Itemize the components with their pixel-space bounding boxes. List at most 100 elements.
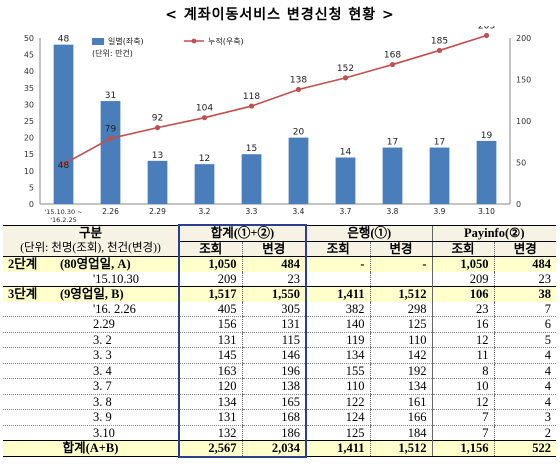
row-label: 3.10 — [3, 425, 179, 441]
row-label: 2.29 — [3, 316, 179, 333]
table-cell: 7 — [431, 425, 494, 441]
group-header-payinfo: Payinfo(②) — [431, 224, 556, 242]
table-cell: 12 — [431, 394, 494, 410]
subcol-inquiry: 조회 — [178, 241, 242, 257]
table-cell: 2 — [493, 425, 556, 441]
bar-daily — [100, 101, 121, 204]
table-cell: 168 — [241, 409, 307, 426]
line-point — [107, 135, 114, 142]
bar-daily — [476, 140, 497, 204]
table-cell: 184 — [369, 425, 432, 441]
table-cell: 12 — [431, 332, 494, 348]
bar-data-label: 48 — [58, 35, 70, 45]
unit-note-label: (단위: 만건) — [92, 48, 133, 58]
bar-daily — [53, 44, 74, 204]
bar-data-label: 13 — [152, 151, 163, 161]
table-cell: 7 — [431, 409, 494, 426]
table-cell: 23 — [493, 271, 556, 287]
table-body: 2단계 (80영업일, A) 1,050 484- -1,050 484'15.10.30… — [3, 256, 556, 458]
table-cell: 522 — [493, 440, 556, 457]
table-cell: 110 — [305, 378, 370, 395]
table-cell — [305, 271, 370, 287]
table-cell: 209 — [431, 271, 494, 287]
table-cell: 16 — [431, 316, 494, 333]
stage3-row: 3단계 (9영업일, B) 1,517 1,550 1,411 1,512 106 38 — [3, 286, 556, 302]
legend-label-line: 누적(우축) — [208, 36, 244, 46]
table-cell: 38 — [493, 286, 556, 302]
table-cell: 119 — [305, 332, 370, 348]
table-cell: 1,517 — [178, 286, 242, 302]
row-label: 합계(A+B) — [3, 440, 179, 457]
table-cell: 146 — [241, 347, 307, 364]
table-cell: 122 — [305, 394, 370, 410]
table-cell: 156 — [178, 316, 242, 333]
y-left-tick-label: 25 — [24, 117, 34, 126]
bar-daily — [429, 147, 450, 204]
table-row: 3. 7 120 138 110 134 10 4 — [3, 378, 556, 395]
table-cell: 110 — [369, 332, 432, 348]
table-cell: 134 — [178, 394, 242, 410]
total-row: 합계(A+B) 2,567 2,034 1,411 1,512 1,156 522 — [3, 440, 556, 458]
table-cell: 1,512 — [369, 286, 432, 302]
line-point — [154, 125, 161, 131]
table-cell: 305 — [241, 301, 307, 317]
table-cell: 163 — [178, 363, 242, 379]
table-cell: 1,050 — [431, 256, 494, 272]
table-cell: 6 — [493, 316, 556, 333]
bar-data-label: 31 — [105, 91, 116, 101]
header-row-1: 구분 합계(①+②) 은행(①) Payinfo(②) — [3, 224, 556, 242]
x-tick-label: 3.10 — [478, 207, 495, 216]
table-cell: 142 — [369, 347, 432, 364]
table-cell: 120 — [178, 378, 242, 395]
corner-header: 구분 — [3, 224, 179, 241]
x-tick-label: 2.26 — [102, 207, 119, 216]
subcol-change: 변경 — [369, 241, 432, 257]
bar-daily — [194, 164, 215, 204]
y-left-tick-label: 10 — [24, 167, 34, 176]
line-point — [60, 161, 67, 167]
group-header-bank: 은행(①) — [305, 224, 432, 242]
y-right-tick-label: 200 — [516, 34, 531, 43]
header-row-2: (단위: 천명(조회), 천건(변경)) 조회 변경 조회 변경 조회 변경 — [3, 241, 556, 257]
row-label: 3. 3 — [3, 347, 179, 364]
table-cell: 1,156 — [431, 440, 494, 457]
stage-label: 2단계 — [8, 257, 38, 271]
x-tick-label: 3.4 — [293, 207, 305, 216]
stage-sub-label: (9영업일, B) — [60, 287, 124, 301]
table-cell: 134 — [369, 378, 432, 395]
x-tick-label: 3.3 — [246, 207, 258, 216]
table-cell: 1,411 — [305, 440, 370, 457]
table-cell: 165 — [241, 394, 307, 410]
bar-data-label: 14 — [340, 148, 352, 158]
y-right-tick-label: 100 — [516, 117, 531, 126]
table-cell: 132 — [178, 425, 242, 441]
table-cell: 2,034 — [241, 440, 307, 458]
line-data-label: 92 — [152, 114, 163, 124]
table-cell: - — [305, 256, 370, 272]
y-right-tick-label: 150 — [516, 76, 531, 85]
table-cell: 5 — [493, 332, 556, 348]
table-cell: 131 — [178, 409, 242, 426]
bar-daily — [288, 137, 309, 204]
y-right-tick-label: 0 — [516, 200, 521, 209]
y-left-tick-label: 40 — [24, 67, 34, 76]
y-left-tick-label: 45 — [24, 51, 34, 60]
line-cumulative — [63, 34, 487, 165]
y-left-tick-label: 50 — [24, 34, 34, 43]
y-left-tick-label: 35 — [24, 84, 34, 93]
x-tick-label: 3.7 — [340, 207, 352, 216]
bar-data-label: 17 — [387, 138, 398, 148]
table-row: '15.10.30 209 23 209 23 — [3, 271, 556, 287]
table-cell: 134 — [305, 347, 370, 364]
line-data-label: 185 — [431, 36, 448, 46]
table-cell: 11 — [431, 347, 494, 364]
page-title: < 계좌이동서비스 변경신청 현황 > — [165, 7, 395, 23]
table-cell: 8 — [431, 363, 494, 379]
table-row: 2.29 156 131 140 125 16 6 — [3, 316, 556, 333]
stage-sub-label: (80영업일, A) — [60, 257, 131, 271]
legend-swatch-line-marker — [191, 38, 197, 44]
table-cell: 131 — [178, 332, 242, 348]
table-cell: 124 — [305, 409, 370, 426]
line-point — [389, 61, 396, 68]
x-tick-label: 3.8 — [387, 207, 399, 216]
